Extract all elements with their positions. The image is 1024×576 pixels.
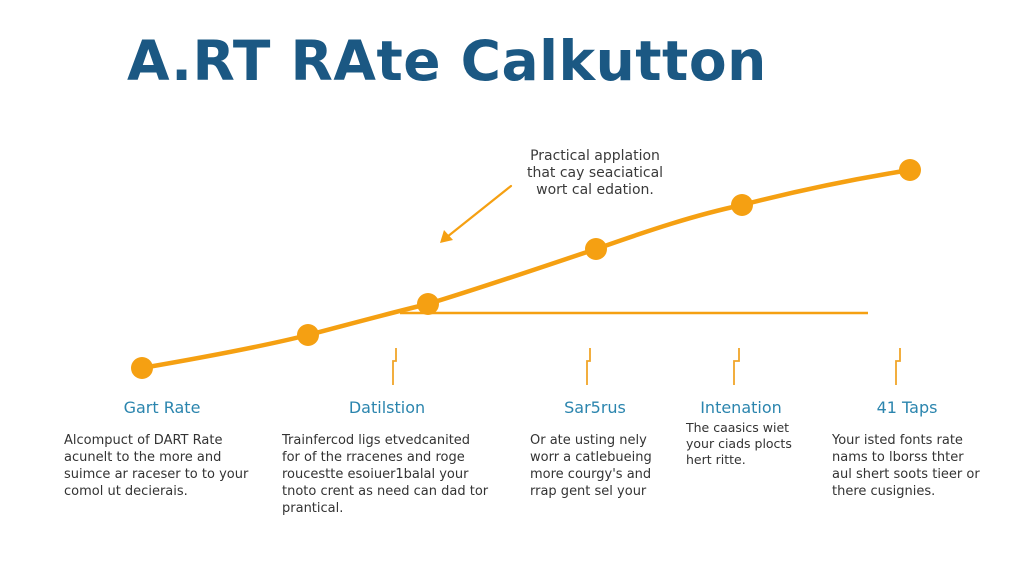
data-points (131, 159, 921, 379)
data-point[interactable] (297, 324, 319, 346)
section-heading: Sar5rus (564, 398, 626, 417)
tick-mark (392, 348, 397, 385)
section-sar5rus: Sar5rus Or ate usting nely worr a catleb… (530, 398, 660, 500)
section-body: Trainfercod ligs etvedcanited for of the… (282, 433, 489, 516)
data-point[interactable] (417, 293, 439, 315)
rate-curve (139, 167, 913, 371)
annotation-arrow-icon (440, 184, 513, 243)
data-point[interactable] (899, 159, 921, 181)
section-intenation: Intenation The caasics wiet your ciads p… (686, 398, 796, 468)
section-body: Your isted fonts rate nams to lborss tht… (832, 433, 980, 499)
callout-line: that cay seaciatical (526, 165, 664, 181)
data-point[interactable] (585, 238, 607, 260)
section-body: Or ate usting nely worr a catlebueing mo… (530, 433, 652, 499)
section-heading: 41 Taps (876, 398, 938, 417)
callout-line: Practical applation (530, 148, 660, 164)
section-heading: Gart Rate (123, 398, 201, 417)
annotation-callout: Practical applation that cay seaciatical… (505, 148, 685, 199)
data-point[interactable] (131, 357, 153, 379)
tick-marks (392, 348, 901, 385)
tick-mark (733, 348, 740, 385)
tick-mark (895, 348, 901, 385)
section-body: Alcompuct of DART Rate acunelt to the mo… (64, 433, 249, 499)
section-heading: Datilstion (348, 398, 426, 417)
tick-mark (586, 348, 591, 385)
section-gart-rate: Gart Rate Alcompuct of DART Rate acunelt… (64, 398, 260, 500)
section-41-taps: 41 Taps Your isted fonts rate nams to lb… (832, 398, 982, 500)
callout-line: wort cal edation. (536, 182, 654, 198)
section-body: The caasics wiet your ciads plocts hert … (686, 420, 792, 467)
page-title: A.RT RAte Calkutton (127, 29, 767, 93)
section-heading: Intenation (700, 398, 782, 417)
section-datilstion: Datilstion Trainfercod ligs etvedcanited… (282, 398, 492, 517)
data-point[interactable] (731, 194, 753, 216)
